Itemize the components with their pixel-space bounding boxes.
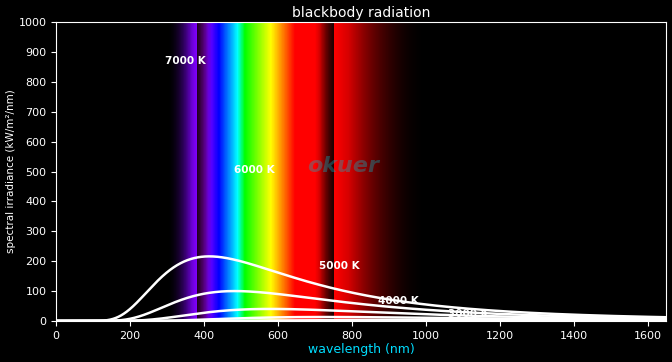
Text: 3000 K: 3000 K [448,310,489,319]
X-axis label: wavelength (nm): wavelength (nm) [308,344,415,357]
Y-axis label: spectral irradiance (kW/m²/nm): spectral irradiance (kW/m²/nm) [5,90,15,253]
Text: 4000 K: 4000 K [378,296,419,306]
Title: blackbody radiation: blackbody radiation [292,5,431,20]
Text: 5000 K: 5000 K [319,261,360,271]
Text: 6000 K: 6000 K [234,165,274,175]
Text: 7000 K: 7000 K [165,56,206,66]
Text: okuer: okuer [307,156,379,176]
